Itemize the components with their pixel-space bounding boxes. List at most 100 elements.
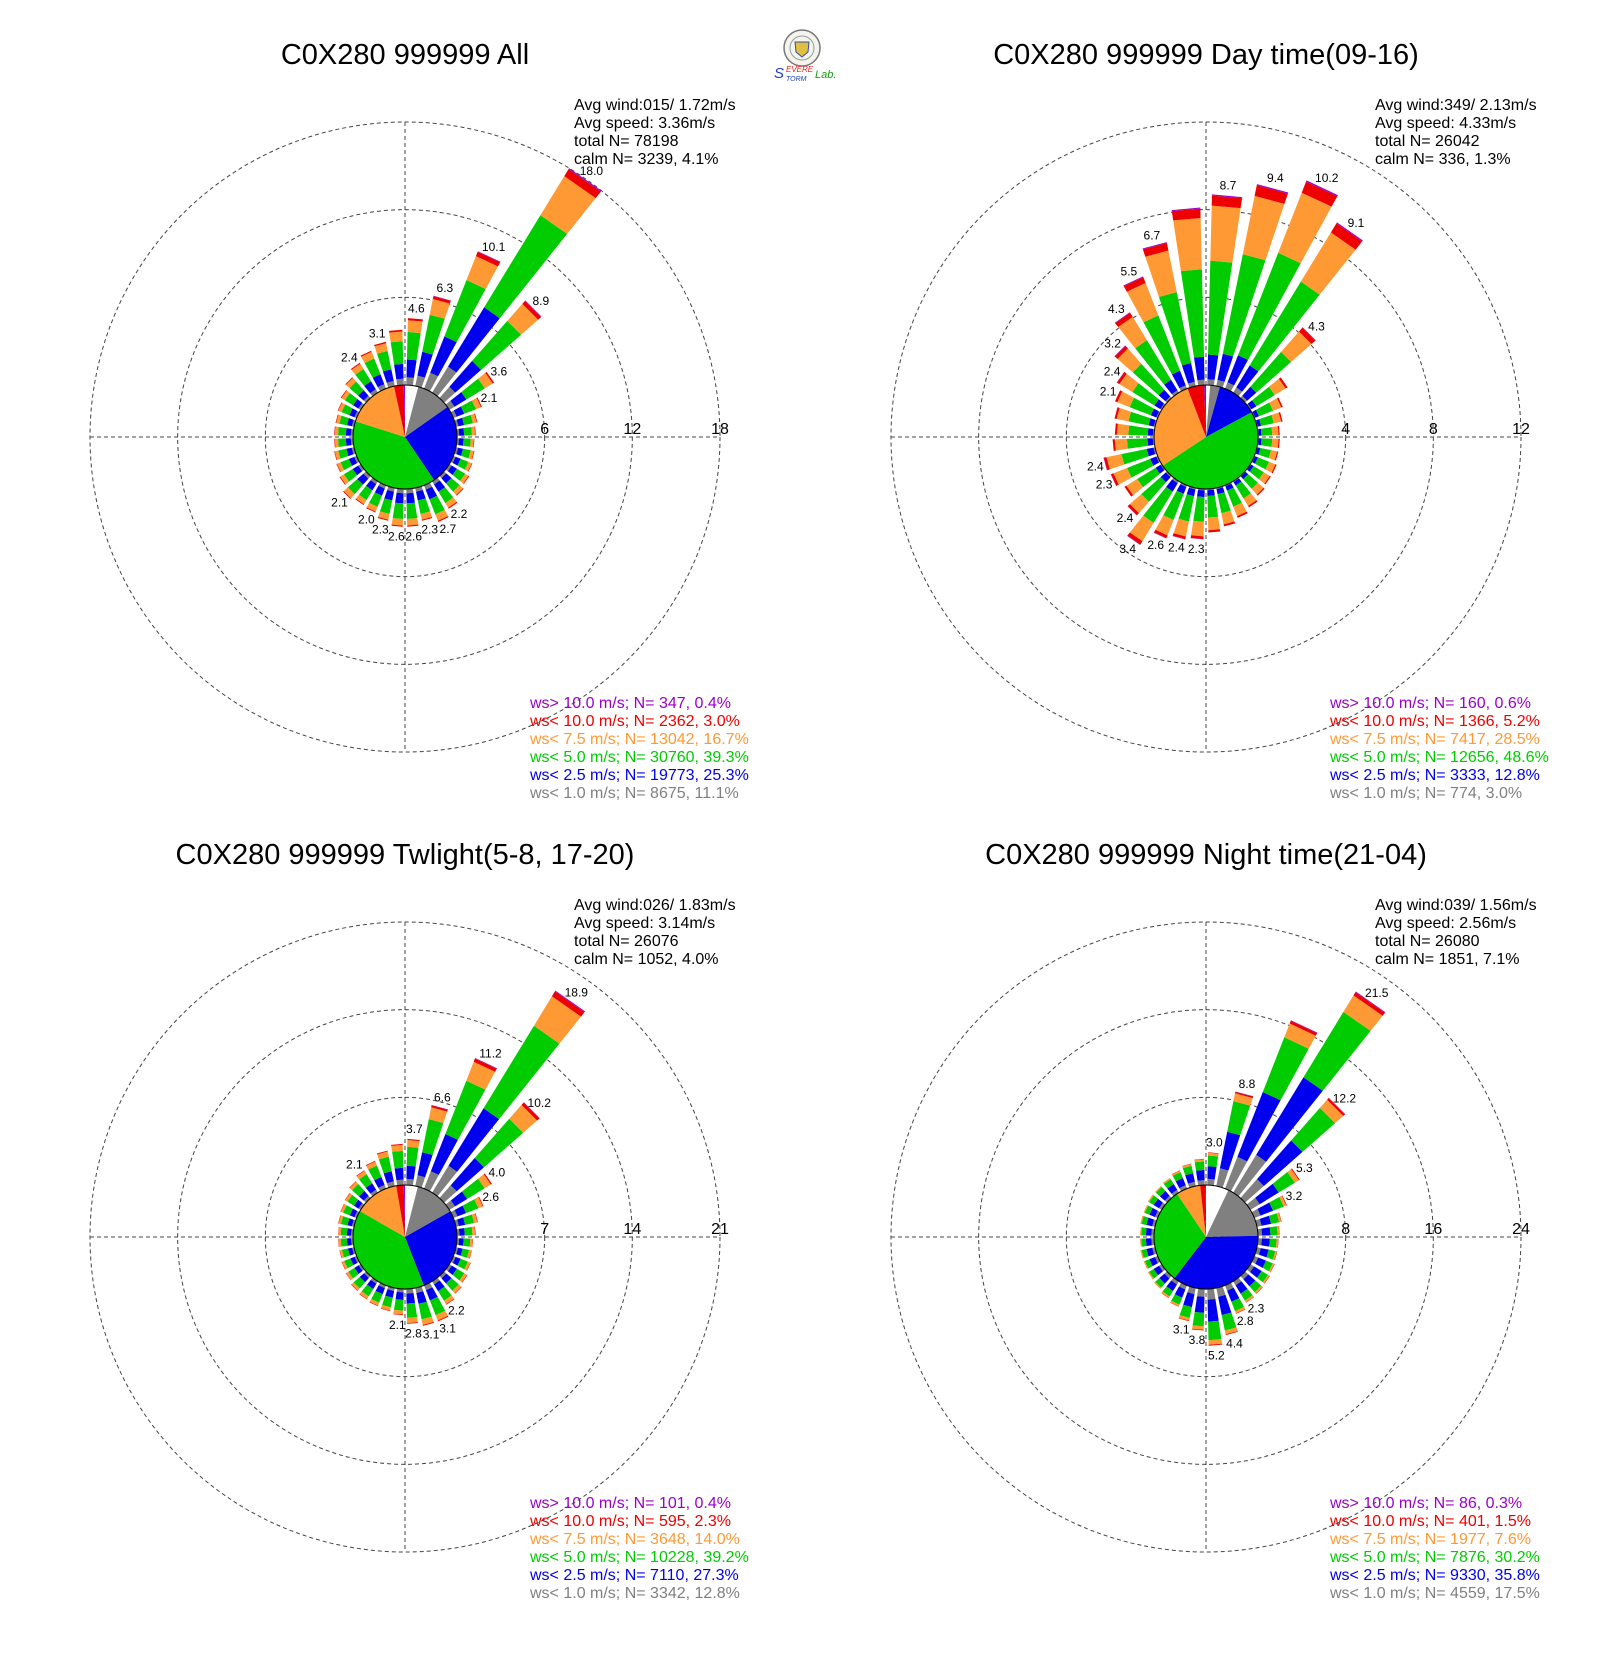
bar-segment-lt7-5 [346,1271,353,1281]
bar-segment-lt2-5 [1207,354,1219,380]
bar-305 [1147,1194,1166,1210]
bar-segment-lt10 [1256,487,1265,496]
bar-segment-lt2-5 [448,1108,500,1172]
bar-segment-lt2-5 [425,486,438,500]
bar-segment-lt2-5 [448,307,500,373]
bar-label: 3.7 [406,1122,423,1136]
bar-segment-lt10 [334,451,337,461]
bar-85 [1257,1226,1280,1236]
bar-segment-lt5 [444,280,486,343]
bar-segment-lt1 [370,1189,378,1197]
bar-segment-lt10 [1172,533,1186,540]
bar-label: 5.5 [1121,265,1138,279]
bar-segment-lt2-5 [1256,1077,1323,1162]
bar-segment-lt1 [450,456,456,463]
pie-slice-lt10 [1200,1185,1206,1237]
bar-segment-lt5 [1141,477,1166,502]
bar-355 [391,1143,404,1186]
bar-45 [1240,1097,1346,1203]
bar-segment-lt2-5 [1255,1257,1267,1268]
bar-segment-lt7-5 [1140,1227,1142,1236]
bar-segment-lt7-5 [366,1161,377,1170]
bar-segment-lt10 [476,397,482,408]
range-ring [1065,296,1347,578]
bar-segment-lt5 [462,1199,479,1214]
bar-segment-lt1 [358,1203,365,1210]
bar-segment-lt2-5 [1258,438,1262,446]
bar-segment-lt7-5 [445,497,457,508]
bar-segment-lt5 [369,492,382,507]
bar-205 [366,482,386,513]
bar-segment-lt7-5 [339,1249,344,1259]
bar-segment-lt10 [1246,1297,1255,1303]
pie-outline [352,1184,458,1290]
bar-5 [1207,1152,1219,1186]
bar-segment-lt7-5 [1273,1251,1277,1261]
bar-segment-lt5 [1180,269,1204,358]
bar-85 [1257,426,1280,436]
bar-segment-lt2-5 [354,1265,363,1274]
legend-entry: ws> 10.0 m/s; N= 86, 0.3% [1329,1495,1522,1512]
bar-segment-lt2-5 [1235,1281,1248,1294]
bar-segment-lt1 [351,419,356,427]
bar-segment-lt1 [445,464,452,472]
pie-slice-gt10 [1204,384,1206,437]
wind-rose-panel-3: C0X280 999999 Twlight(5-8, 17-20) 7 14 21 3.… [89,839,749,1602]
bar-segment-lt10 [340,390,347,399]
bar-label: 2.3 [421,522,438,536]
legend-entry: ws< 5.0 m/s; N= 7876, 30.2% [1329,1549,1540,1566]
bar-segment-lt1 [432,1165,458,1197]
bar-segment-lt7-5 [1118,316,1147,349]
bar-segment-lt7-5 [507,303,539,335]
bar-segment-lt2-5 [345,438,352,446]
bar-segment-lt10 [1353,992,1385,1016]
bar-segment-lt2-5 [456,1247,463,1256]
bar-label: 5.3 [1296,1161,1313,1175]
bar-segment-lt5 [1255,457,1270,470]
bar-segment-lt5 [1144,1259,1153,1269]
bar-segment-lt7-5 [1182,1163,1192,1169]
bar-segment-lt2-5 [1233,478,1242,486]
bar-segment-lt1 [1152,1219,1157,1227]
bar-segment-lt7-5 [378,511,390,520]
bar-segment-lt10 [473,438,475,448]
bar-segment-lt10 [1327,1098,1345,1116]
bar-segment-lt2-5 [441,473,452,484]
bar-segment-lt2-5 [349,408,358,418]
bar-segment-lt5 [1126,438,1148,449]
bar-label: 10.1 [482,240,506,254]
bar-segment-lt10 [446,1298,455,1305]
bar-segment-lt7-5 [540,176,596,234]
bar-segment-gt10 [1355,991,1386,1013]
bar-segment-lt2-5 [450,392,467,407]
bar-segment-lt10 [407,524,419,527]
bar-295 [1115,390,1161,418]
bar-segment-lt2-5 [384,490,394,501]
bar-segment-lt5 [1258,448,1271,459]
bar-segment-lt10 [1170,1302,1179,1307]
bar-segment-lt1 [352,1247,356,1255]
panel-title: C0X280 999999 Day time(09-16) [993,39,1419,71]
bar-segment-lt2-5 [458,1228,465,1236]
bar-segment-lt5 [1141,1249,1149,1258]
bar-segment-lt1 [354,411,360,418]
bar-segment-lt1 [1172,477,1179,484]
bar-segment-lt10 [391,524,403,527]
bar-segment-lt5 [340,1227,348,1236]
bar-105 [454,447,475,460]
bar-225 [343,471,371,499]
pie-slice-lt7-5 [1153,388,1206,466]
bar-segment-lt2-5 [395,1291,404,1300]
bar-195 [380,1286,395,1312]
bar-segment-lt5 [1163,1179,1174,1189]
bar-segment-lt5 [446,1278,459,1291]
severe-storm-lab-logo: S EVERE TORM Lab. [774,29,836,83]
bar-segment-lt1 [351,1219,356,1227]
bar-235 [1147,1264,1166,1280]
bar-segment-lt10 [1278,412,1283,422]
bar-segment-lt7-5 [356,1170,367,1180]
logo-s: S [774,65,784,82]
bar-segment-lt10 [1114,423,1118,435]
bar-255 [334,447,356,461]
bar-segment-lt2-5 [1207,489,1215,496]
